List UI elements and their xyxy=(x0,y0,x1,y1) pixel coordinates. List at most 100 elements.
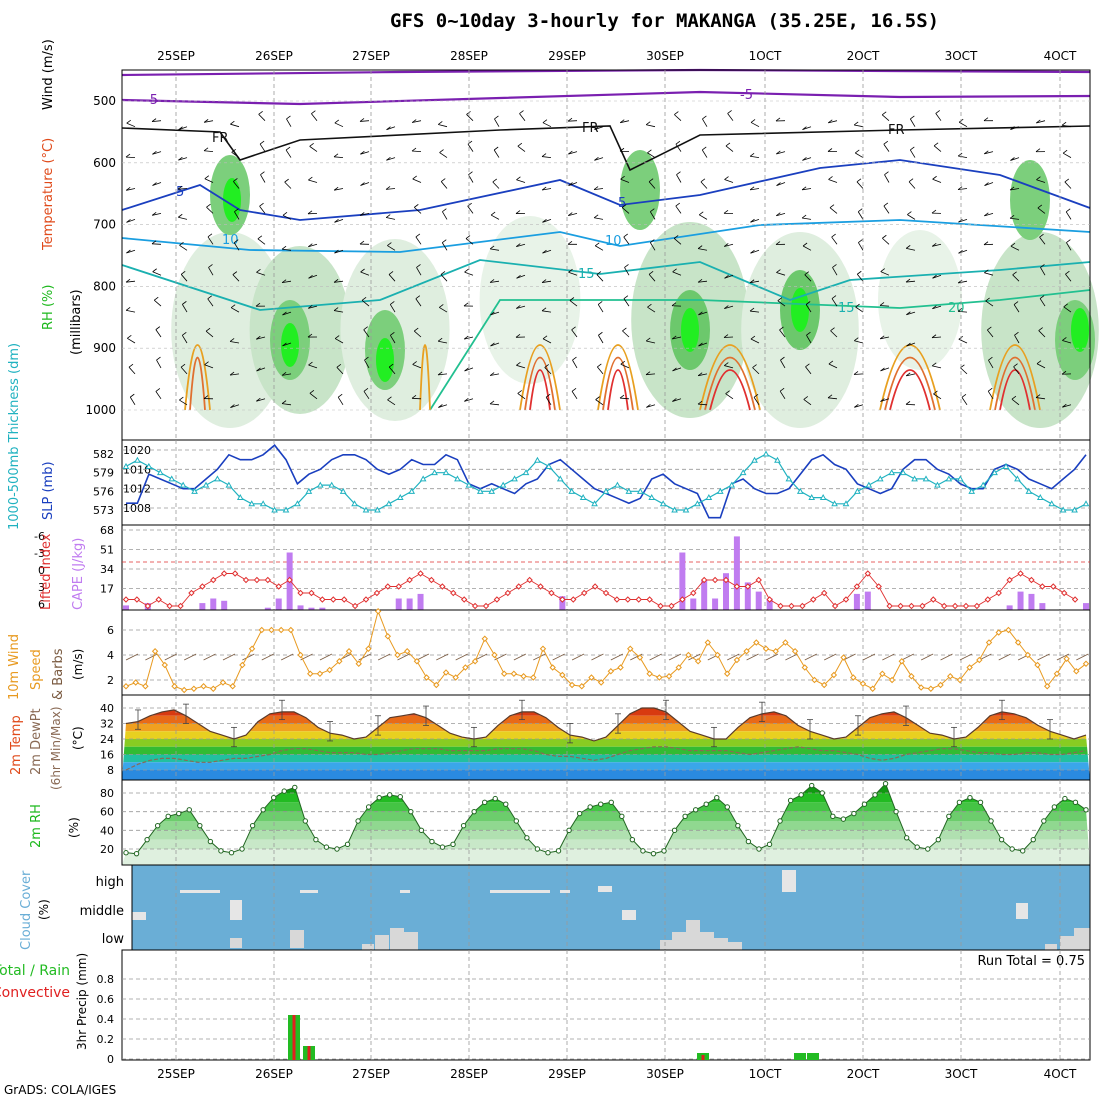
wind-barb xyxy=(494,115,499,120)
rh-point xyxy=(545,850,551,856)
upper-ylabel-2: Wind (m/s) xyxy=(41,39,56,110)
wind-barb xyxy=(464,268,469,273)
wind-barb xyxy=(596,274,604,282)
wind-barb xyxy=(932,175,937,180)
wind-barb xyxy=(593,214,599,219)
wind-barb xyxy=(571,326,576,331)
cloud-level-label: middle xyxy=(80,904,124,919)
wind-barb xyxy=(698,342,703,347)
rh-band xyxy=(122,849,1090,865)
wind-speed-point xyxy=(627,645,634,652)
wind-speed-point xyxy=(927,685,935,692)
rh-point xyxy=(566,827,572,834)
wind-barb xyxy=(1066,242,1072,251)
lifted-index-point xyxy=(144,602,152,610)
wind-speed-point xyxy=(287,626,295,634)
wind-barb xyxy=(155,391,162,400)
top-date-label: 3OCT xyxy=(945,49,978,63)
wind-barb xyxy=(723,336,734,338)
thickness-point xyxy=(1036,494,1044,501)
wind-barb xyxy=(440,274,448,282)
wind-barb xyxy=(126,309,136,313)
lifted-index-tick: -3 xyxy=(34,547,45,560)
temp-contour-label: 10 xyxy=(222,233,239,248)
lifted-index-point xyxy=(930,596,937,603)
wind-barb xyxy=(463,302,469,307)
wind-barb xyxy=(467,205,474,214)
low-cloud-block xyxy=(728,942,742,950)
wind-barb xyxy=(675,202,681,207)
wind-barb xyxy=(779,390,786,400)
wind-barb xyxy=(517,145,526,152)
wind-barb xyxy=(517,390,522,394)
wind-speed-point xyxy=(976,656,983,664)
wind-barb xyxy=(178,126,183,131)
cloud-block xyxy=(490,890,550,893)
wind-barb xyxy=(308,243,313,248)
wind-barb xyxy=(753,397,760,406)
wind-barb xyxy=(828,119,833,124)
wind-barb xyxy=(855,303,860,308)
wind-barb xyxy=(879,335,885,340)
thickness-point xyxy=(499,481,507,488)
low-cloud-block xyxy=(1074,928,1090,950)
wind-barb xyxy=(204,150,214,152)
wind-barb xyxy=(1065,273,1072,282)
thickness-point xyxy=(396,494,404,501)
rh-point xyxy=(481,799,488,806)
wind-barb xyxy=(285,149,292,158)
wind-barb xyxy=(908,178,914,183)
wind-barb xyxy=(281,372,287,376)
precip-ylabel-conv: Convective xyxy=(0,985,70,1001)
lifted-index-point xyxy=(428,576,435,584)
surface-wind-barb xyxy=(280,653,294,661)
rh-moist-core xyxy=(1010,160,1050,240)
rh-point xyxy=(144,836,150,843)
wind-barb xyxy=(359,240,365,245)
thickness-point xyxy=(751,456,758,463)
rh-tick: 20 xyxy=(100,843,114,856)
wind-barb xyxy=(701,149,708,158)
surface-wind-barb xyxy=(591,653,604,661)
wind-barb xyxy=(1035,148,1041,153)
thickness-point xyxy=(225,481,233,488)
thickness-point xyxy=(156,469,164,476)
wind-barb xyxy=(803,396,809,400)
wind-barb xyxy=(388,274,396,282)
wind-barb xyxy=(724,365,734,369)
temp-band xyxy=(122,770,1090,780)
wind-barb xyxy=(542,219,552,223)
wind-barb xyxy=(725,145,734,152)
lifted-index-ylabel: Lifted Index xyxy=(39,533,54,610)
rh-point xyxy=(914,844,920,850)
wind-barb xyxy=(1014,331,1019,336)
bottom-date-label: 26SEP xyxy=(255,1067,293,1081)
wind-speed-point xyxy=(452,674,459,681)
thickness-point xyxy=(671,506,678,513)
wind-ylabel-c: & Barbs xyxy=(51,648,66,700)
thickness-point xyxy=(591,500,598,507)
rh-point xyxy=(893,808,899,815)
thickness-point xyxy=(294,500,301,507)
cape-bar xyxy=(1028,593,1035,610)
wind-barb xyxy=(1062,403,1067,408)
surface-wind-barb xyxy=(785,653,798,661)
cloud-block xyxy=(622,910,636,920)
rh-band xyxy=(122,793,1090,803)
wind-barb xyxy=(260,174,266,183)
low-cloud-block xyxy=(672,932,686,950)
wind-barb xyxy=(490,211,496,216)
low-cloud-block xyxy=(375,935,389,950)
wind-barb xyxy=(671,335,677,340)
lifted-index-point xyxy=(526,576,533,584)
wind-speed-point xyxy=(811,676,818,684)
wind-barb xyxy=(364,356,369,361)
wind-speed-point xyxy=(1063,655,1070,662)
thickness-point xyxy=(214,475,221,482)
wind-barb xyxy=(231,152,240,158)
wind-barb xyxy=(727,110,732,114)
wind-barb xyxy=(857,211,864,220)
grads-credit: GrADS: COLA/IGES xyxy=(4,1083,117,1097)
wind-barb xyxy=(1035,394,1041,398)
wind-barb xyxy=(334,335,340,339)
